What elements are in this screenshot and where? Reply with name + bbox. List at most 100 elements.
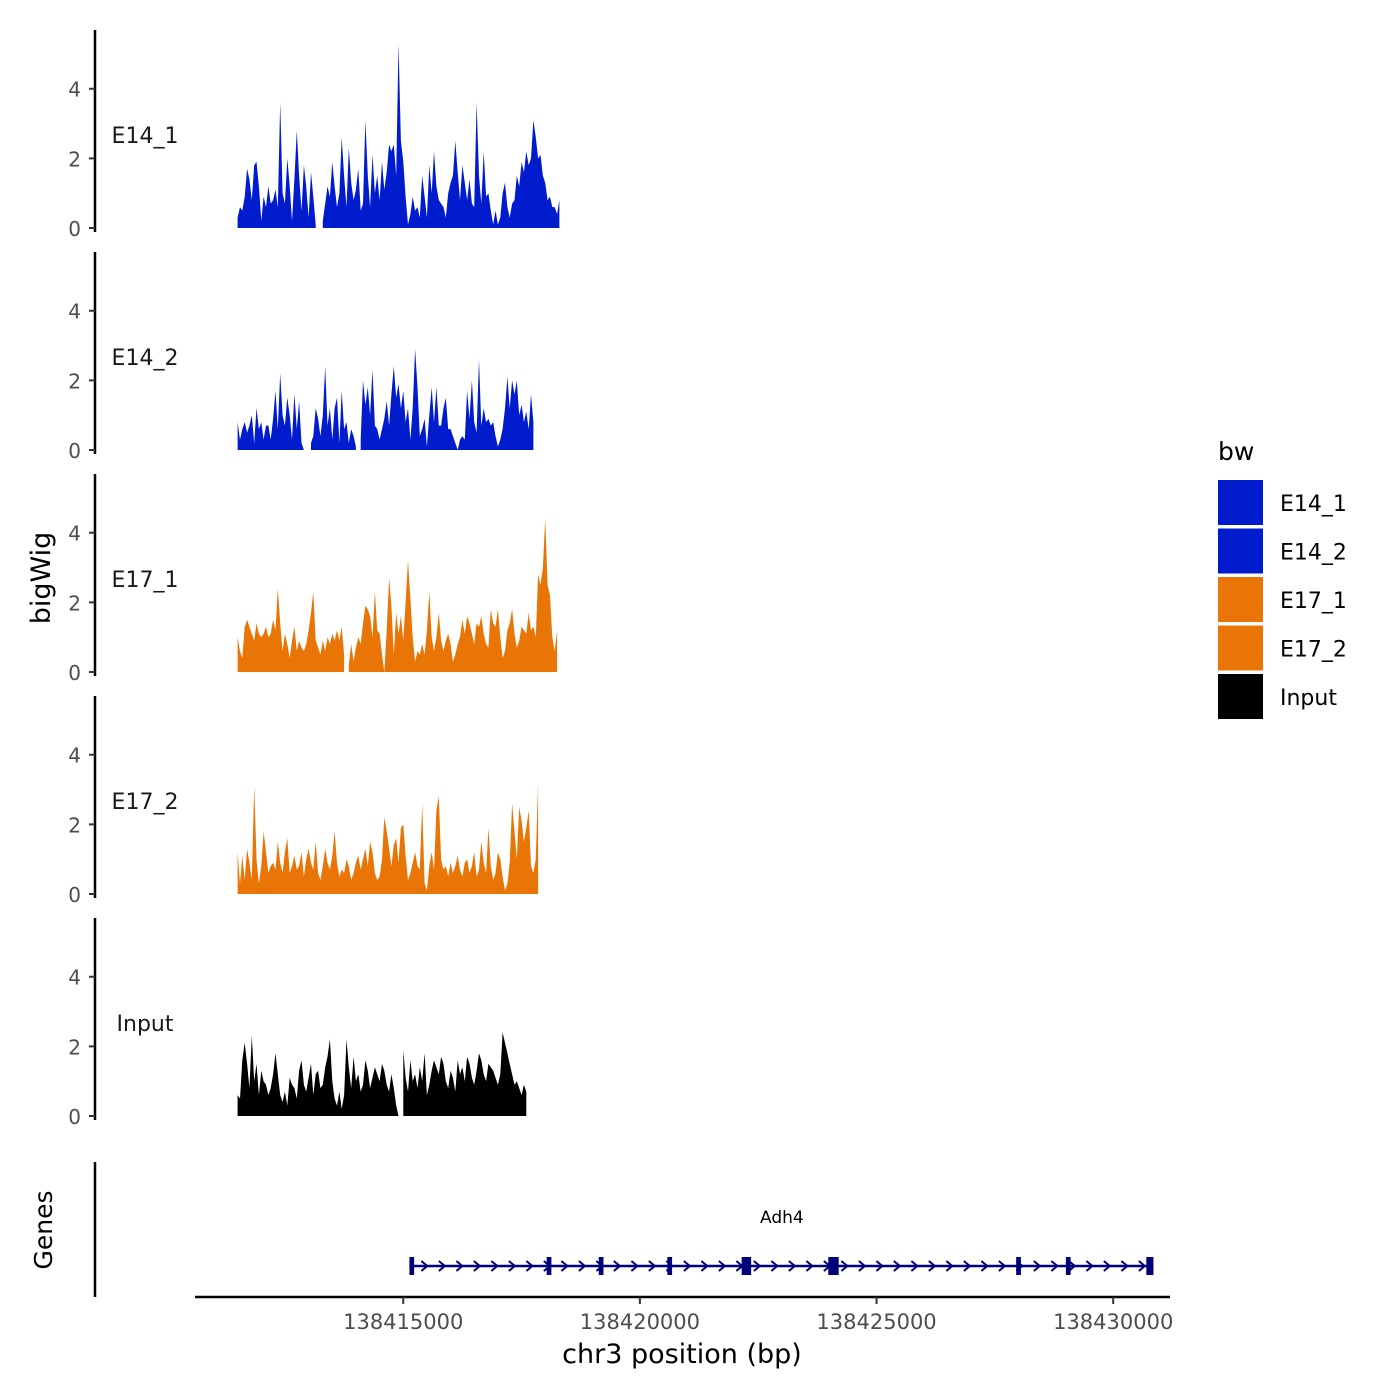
strand-arrow [1085, 1260, 1094, 1272]
legend-swatch [1218, 528, 1263, 574]
coverage-area-e17_1 [348, 518, 558, 672]
y-tick-label: 4 [68, 300, 81, 324]
y-tick-label: 2 [68, 1035, 81, 1059]
legend-item-e17_2: E17_2 [1218, 625, 1347, 671]
strand-arrow [893, 1260, 902, 1272]
y-axis-label: bigWig [26, 532, 57, 625]
legend-item-input: Input [1218, 674, 1337, 719]
strand-arrow [560, 1260, 569, 1272]
strand-arrow [788, 1260, 797, 1272]
y-tick-label: 2 [68, 369, 81, 393]
strand-arrow [683, 1260, 692, 1272]
strand-arrow [613, 1260, 622, 1272]
strand-arrow [963, 1260, 972, 1272]
y-tick-label: 0 [68, 439, 81, 463]
gene-label: Adh4 [760, 1208, 804, 1228]
y-tick-label: 2 [68, 813, 81, 837]
legend-swatch [1218, 625, 1263, 671]
y-tick-label: 0 [68, 661, 81, 685]
y-tick-label: 2 [68, 591, 81, 615]
legend-title: bw [1218, 437, 1254, 466]
legend: bw E14_1 E14_2 E17_1 E17_2 Input [1218, 437, 1347, 719]
track-e17_2: 0 2 4 E17_2 [68, 696, 539, 907]
strand-arrow [648, 1260, 657, 1272]
gene-exon [828, 1257, 839, 1275]
coverage-area-e14_1 [237, 102, 316, 228]
strand-arrow [700, 1260, 709, 1272]
coverage-area-e14_2 [360, 349, 534, 450]
coverage-area-e17_1 [237, 588, 345, 672]
gene-exon [598, 1257, 604, 1275]
legend-label: E14_2 [1280, 541, 1347, 566]
strand-arrow [1068, 1260, 1077, 1272]
legend-label: Input [1280, 686, 1337, 711]
strand-arrow [980, 1260, 989, 1272]
track-e14_1: 0 2 4 E14_1 [68, 30, 560, 241]
strand-arrow [525, 1260, 534, 1272]
gene-exon [741, 1257, 752, 1275]
strand-arrow [438, 1260, 447, 1272]
strand-arrow [490, 1260, 499, 1272]
strand-arrow [910, 1260, 919, 1272]
y-tick-label: 0 [68, 883, 81, 907]
coverage-area-input [237, 1035, 399, 1116]
legend-swatch [1218, 577, 1263, 622]
coverage-area-e17_2 [237, 782, 539, 894]
strand-arrow [1120, 1260, 1129, 1272]
track-e14_2: 0 2 4 E14_2 [68, 252, 534, 463]
coverage-area-e14_1 [322, 43, 560, 228]
x-tick-label: 138430000 [1053, 1310, 1173, 1334]
strand-arrow [1138, 1260, 1147, 1272]
track-label: Input [117, 1012, 174, 1037]
strand-arrow [1033, 1260, 1042, 1272]
gene-exon [1146, 1257, 1154, 1275]
strand-arrow [1103, 1260, 1112, 1272]
coverage-area-input [403, 1032, 527, 1116]
gene-model [409, 1257, 1154, 1275]
y-tick-label: 2 [68, 147, 81, 171]
coverage-tracks: 0 2 4 E14_1 0 2 4 E14_2 0 2 4 E17_1 0 2 4 E17_2 0 2 4 Input [68, 30, 560, 1129]
strand-arrow [928, 1260, 937, 1272]
legend-item-e14_1: E14_1 [1218, 480, 1347, 525]
strand-arrow [753, 1260, 762, 1272]
y-tick-label: 0 [68, 217, 81, 241]
strand-arrow [840, 1260, 849, 1272]
strand-arrow [455, 1260, 464, 1272]
legend-swatch [1218, 480, 1263, 525]
gene-exon [409, 1257, 415, 1275]
track-label: E17_1 [112, 568, 179, 593]
x-axis-label: chr3 position (bp) [562, 1339, 802, 1370]
strand-arrow [630, 1260, 639, 1272]
legend-item-e14_2: E14_2 [1218, 528, 1347, 574]
x-tick-label: 138415000 [343, 1310, 463, 1334]
x-axis: 138415000 138420000 138425000 138430000 chr… [195, 1295, 1173, 1370]
gene-exon [546, 1257, 552, 1275]
strand-arrow [875, 1260, 884, 1272]
track-e17_1: 0 2 4 E17_1 [68, 474, 558, 685]
legend-item-e17_1: E17_1 [1218, 577, 1347, 622]
genes-axis-label: Genes [29, 1190, 58, 1269]
track-input: 0 2 4 Input [68, 918, 527, 1129]
strand-arrow [805, 1260, 814, 1272]
x-ticks: 138415000 138420000 138425000 138430000 [343, 1297, 1173, 1334]
strand-arrow [718, 1260, 727, 1272]
strand-arrow [473, 1260, 482, 1272]
strand-arrow [508, 1260, 517, 1272]
legend-label: E17_2 [1280, 638, 1347, 663]
strand-arrow [998, 1260, 1007, 1272]
y-tick-label: 4 [68, 966, 81, 990]
strand-arrow [770, 1260, 779, 1272]
x-tick-label: 138420000 [580, 1310, 700, 1334]
track-label: E14_1 [112, 124, 179, 149]
strand-arrow [945, 1260, 954, 1272]
strand-arrow [420, 1260, 429, 1272]
legend-swatch [1218, 674, 1263, 719]
gene-exon [1065, 1257, 1071, 1275]
strand-arrow [1050, 1260, 1059, 1272]
gene-exon [1016, 1257, 1021, 1275]
gene-exon [667, 1257, 673, 1275]
y-tick-label: 4 [68, 78, 81, 102]
legend-label: E14_1 [1280, 492, 1347, 517]
